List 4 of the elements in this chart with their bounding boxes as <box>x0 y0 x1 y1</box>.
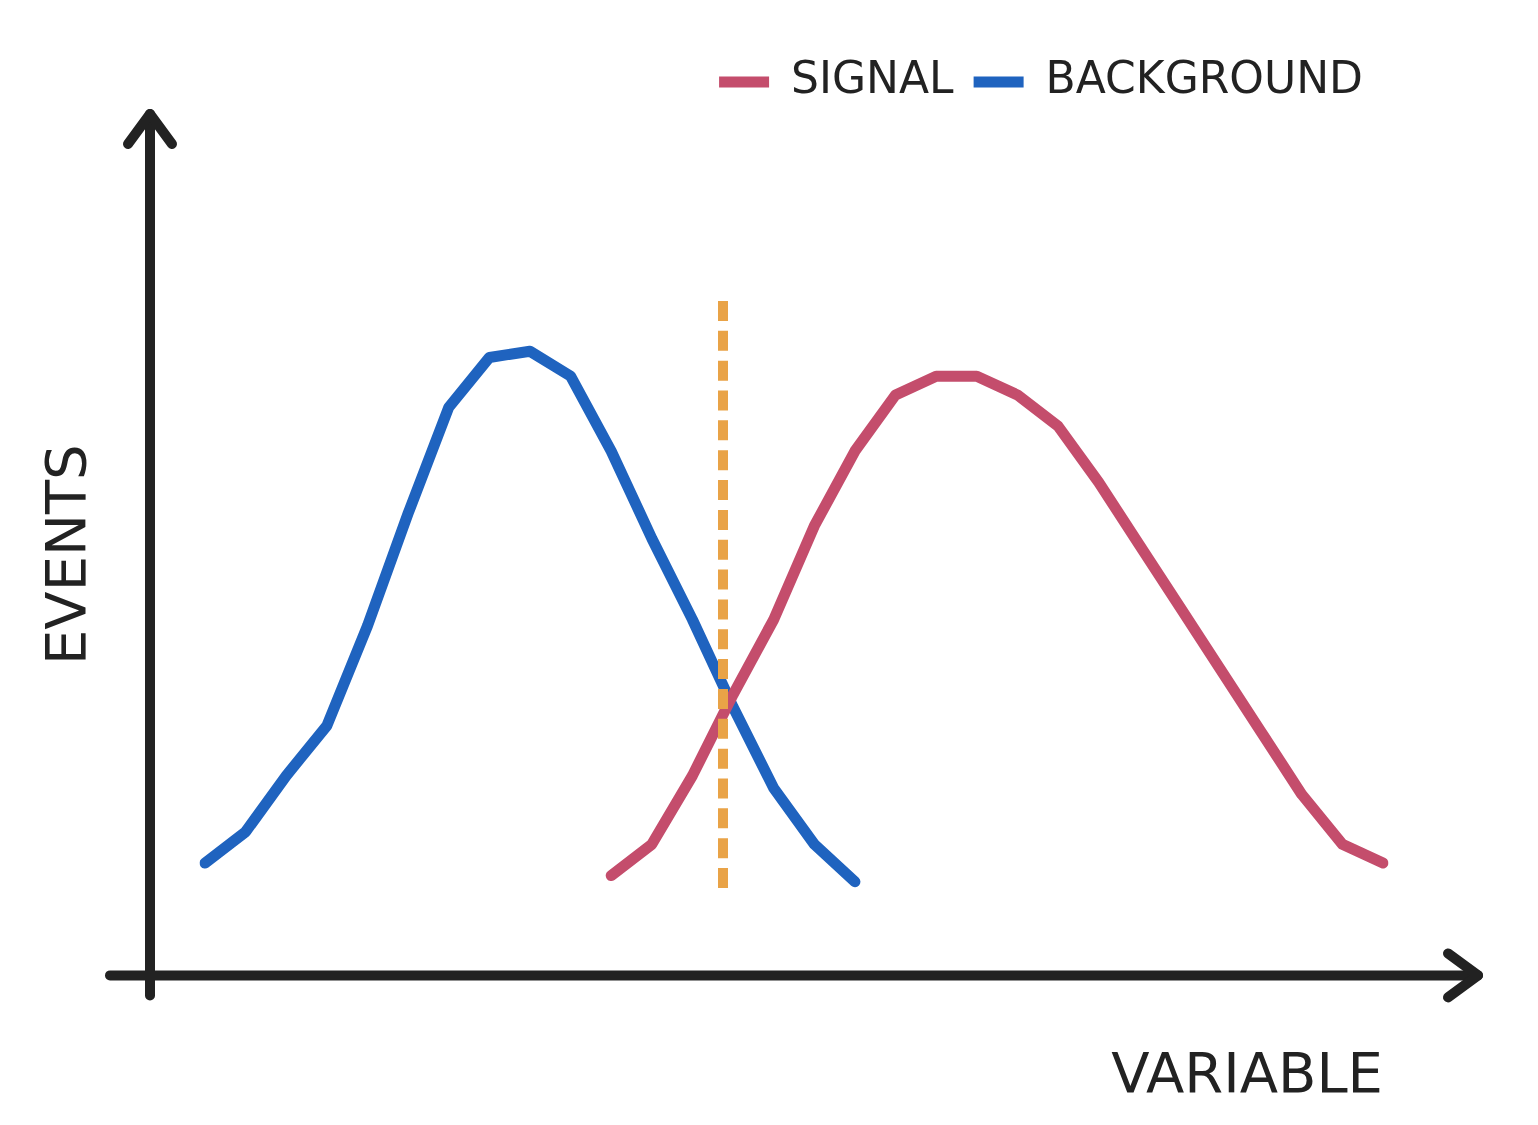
y-axis-title: EVENTS <box>32 444 98 666</box>
legend-label: BACKGROUND <box>1045 52 1363 104</box>
x-axis-title: VARIABLE <box>1111 1039 1383 1105</box>
legend-label: SIGNAL <box>791 52 955 104</box>
